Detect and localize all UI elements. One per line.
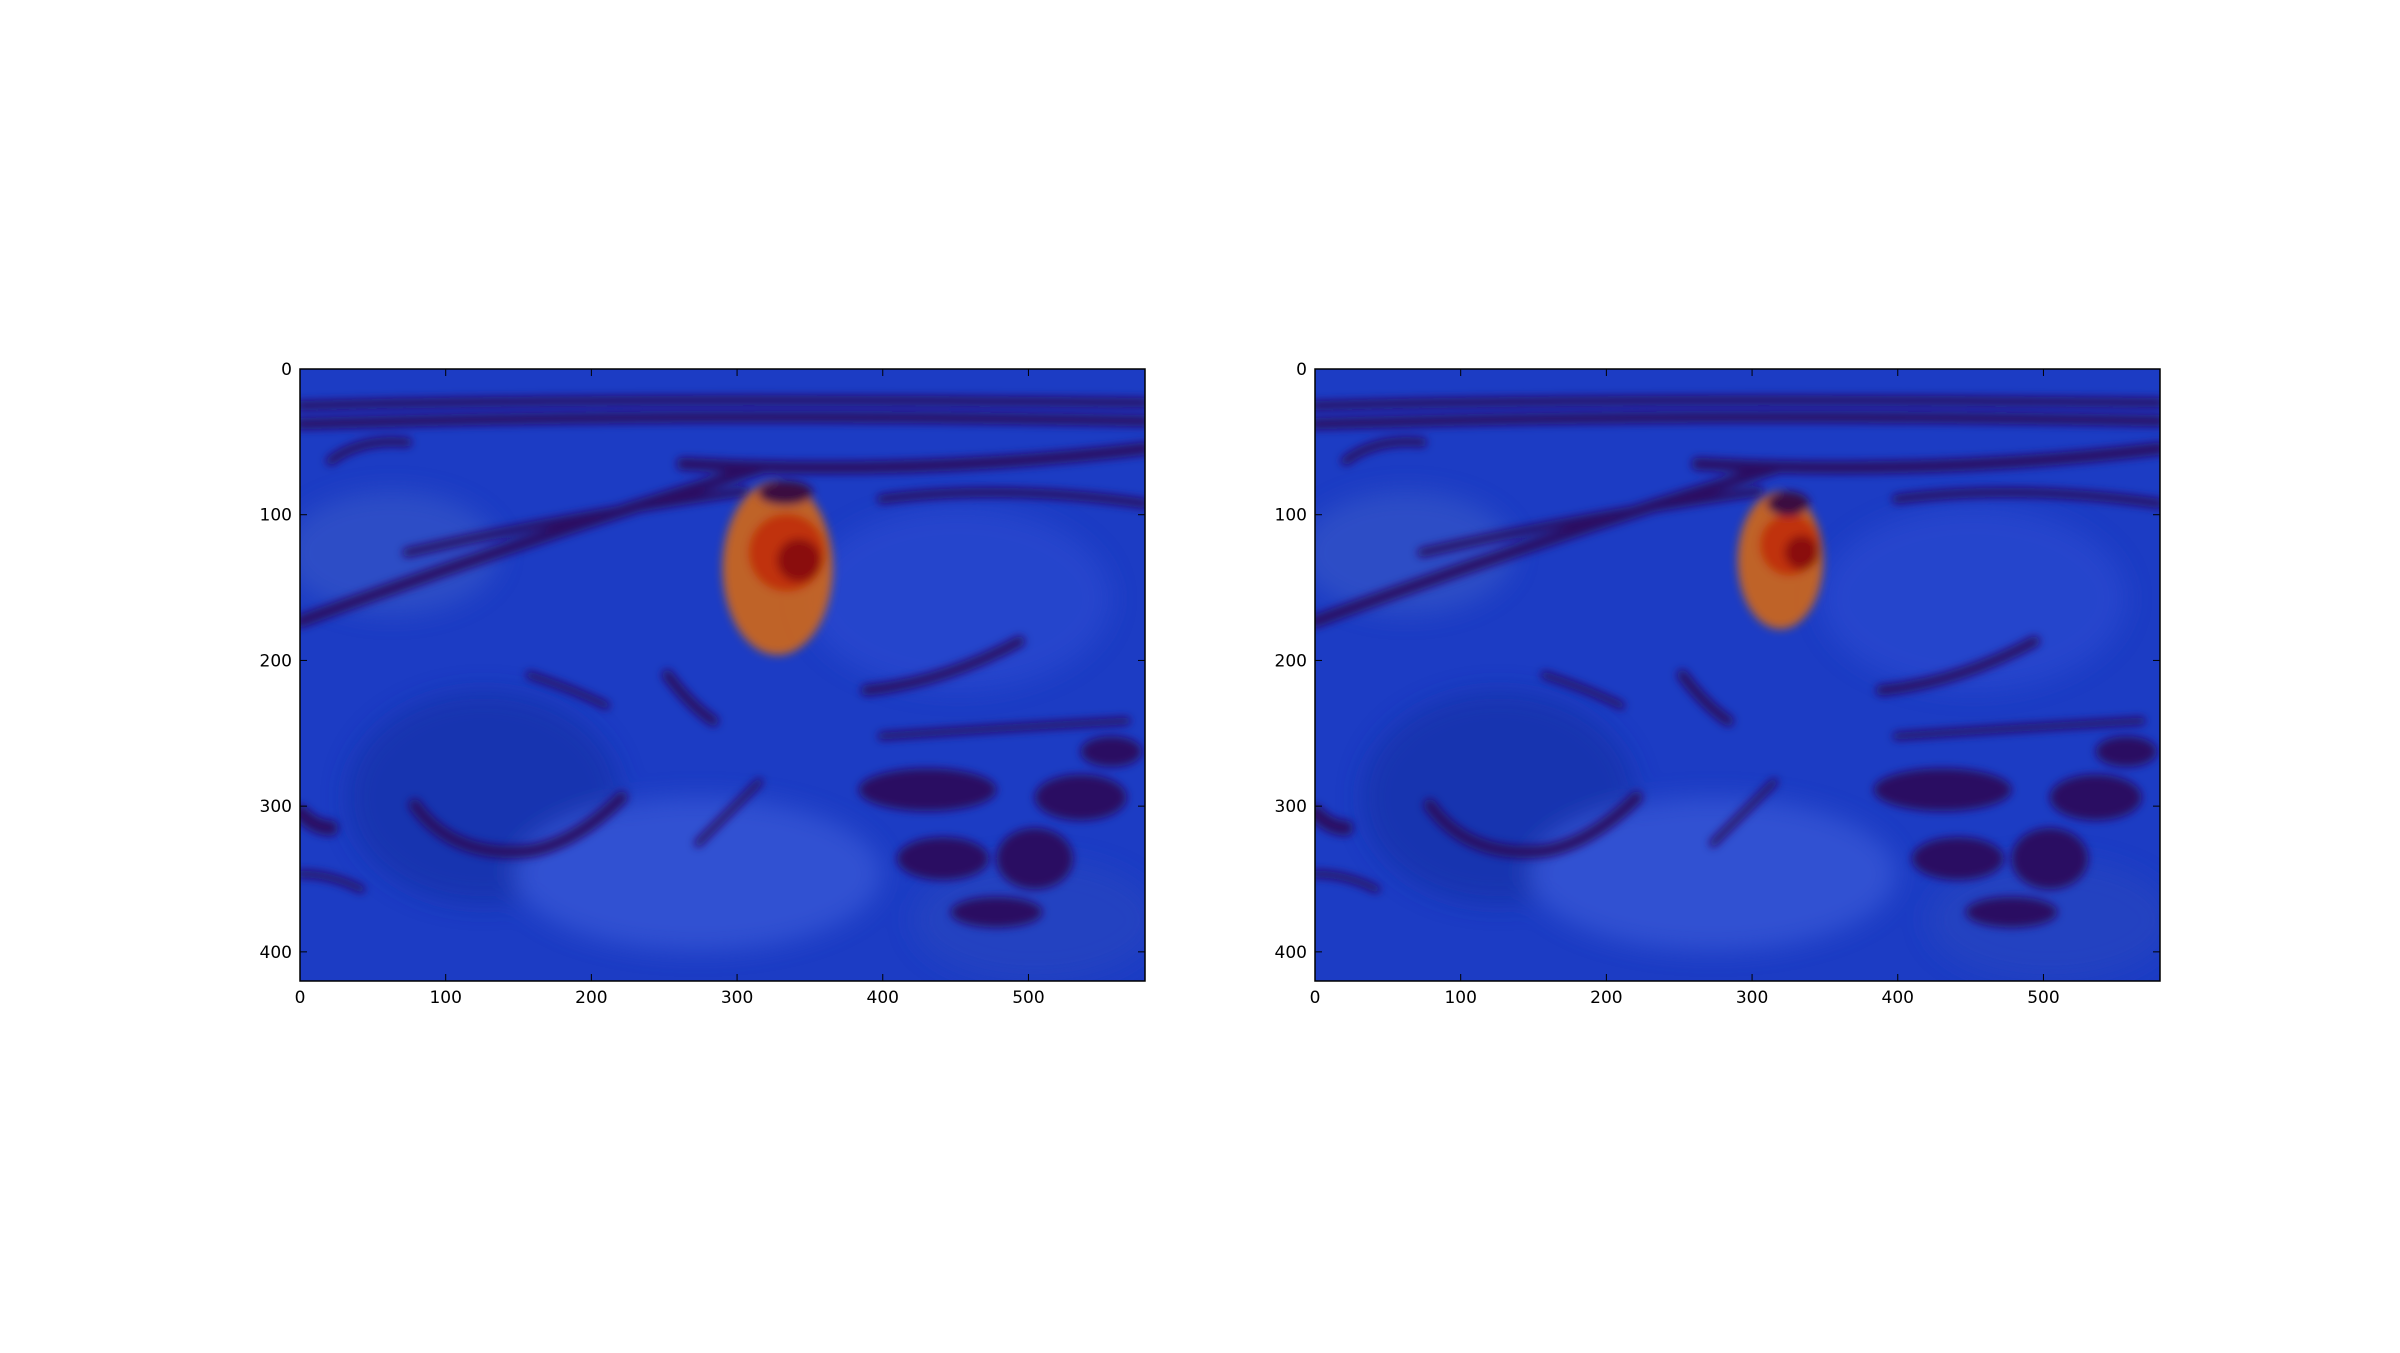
- hot-core: [1784, 535, 1819, 570]
- plot-frame: [299, 368, 1146, 982]
- heatmap-image: [1300, 369, 2173, 981]
- x-tick-label: 100: [1444, 988, 1476, 1008]
- y-tick-label: 0: [1296, 360, 1307, 380]
- x-tick-label: 500: [2027, 988, 2059, 1008]
- hot-top: [1766, 491, 1810, 516]
- y-tick-label: 300: [260, 797, 292, 817]
- y-tick-label: 200: [1275, 651, 1307, 671]
- x-tick-label: 300: [1736, 988, 1768, 1008]
- y-tick-label: 100: [260, 506, 292, 526]
- heatmap-image: [285, 369, 1158, 981]
- y-tick-label: 200: [260, 651, 292, 671]
- hot-top: [757, 480, 813, 506]
- x-tick-label: 200: [1590, 988, 1622, 1008]
- x-tick-label: 400: [867, 988, 899, 1008]
- x-tick-label: 300: [721, 988, 753, 1008]
- y-tick-label: 300: [1275, 797, 1307, 817]
- y-tick-label: 400: [260, 943, 292, 963]
- hot-core: [776, 538, 822, 583]
- x-tick-label: 0: [1310, 988, 1321, 1008]
- x-tick-label: 400: [1882, 988, 1914, 1008]
- hot-region: [722, 480, 833, 656]
- panel: 0 100 200 300 400 500 0 100 200 300 400: [1275, 360, 2173, 1008]
- y-tick-label: 400: [1275, 943, 1307, 963]
- x-tick-label: 100: [429, 988, 461, 1008]
- y-tick-label: 0: [281, 360, 292, 380]
- y-tick-label: 100: [1275, 506, 1307, 526]
- x-tick-label: 0: [295, 988, 306, 1008]
- plot-frame: [1314, 368, 2161, 982]
- x-tick-label: 500: [1012, 988, 1044, 1008]
- x-tick-label: 200: [575, 988, 607, 1008]
- hot-region: [1737, 491, 1824, 630]
- panel: 0 100 200 300 400 500 0 100 200 300 400: [260, 360, 1158, 1008]
